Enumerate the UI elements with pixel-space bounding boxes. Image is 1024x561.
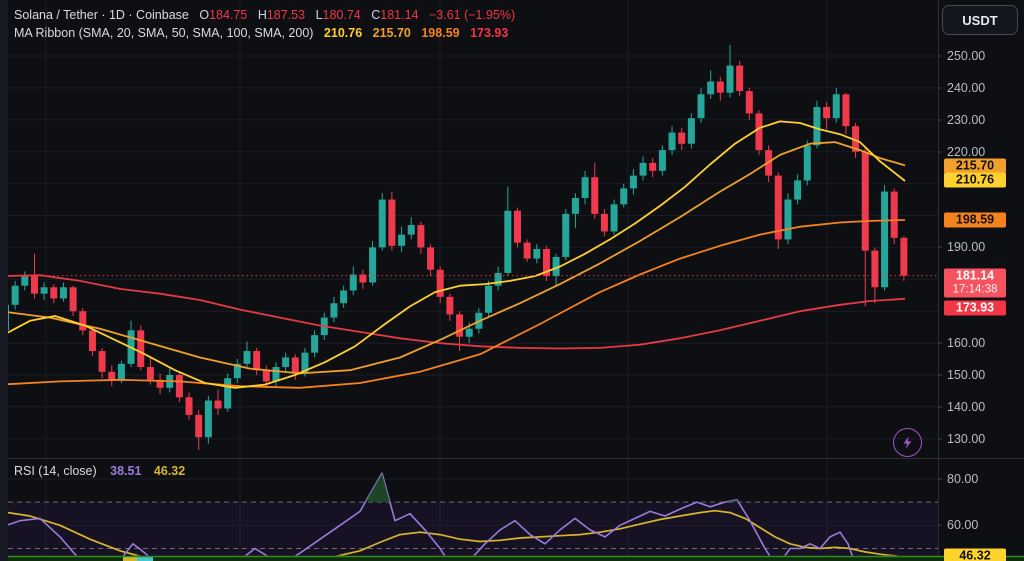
bottom-pane-strip <box>8 556 1024 561</box>
sma200-price-badge: 173.93 <box>944 300 1006 316</box>
rsi-axis-label: 80.00 <box>947 472 979 486</box>
symbol-legend-row[interactable]: Solana / Tether · 1D · Coinbase O184.75 … <box>14 6 515 24</box>
symbol-title[interactable]: Solana / Tether · 1D · Coinbase <box>14 8 189 22</box>
ma-ribbon-legend-row[interactable]: MA Ribbon (SMA, 20, SMA, 50, SMA, 100, S… <box>14 24 515 42</box>
sma20-line <box>8 120 906 389</box>
legend: Solana / Tether · 1D · Coinbase O184.75 … <box>14 6 515 42</box>
countdown-timer: 17:14:38 <box>952 283 998 296</box>
currency-toggle-button[interactable]: USDT <box>942 5 1018 35</box>
rsi-title[interactable]: RSI (14, close) <box>14 464 97 478</box>
sma100-value: 198.59 <box>421 26 460 40</box>
price-axis-label: 190.00 <box>947 240 986 254</box>
open-label: O <box>199 8 210 22</box>
sma100-line <box>8 219 906 389</box>
price-axis-label: 250.00 <box>947 49 986 63</box>
low-value: 180.74 <box>322 8 361 22</box>
low-label: L <box>315 8 323 22</box>
bottom-pane-strip <box>137 556 153 561</box>
price-axis-label: 150.00 <box>947 368 986 382</box>
rsi-value: 38.51 <box>110 464 142 478</box>
ma-ribbon-title[interactable]: MA Ribbon (SMA, 20, SMA, 50, SMA, 100, S… <box>14 26 314 40</box>
bottom-pane-strip <box>123 556 137 561</box>
left-rail <box>0 0 8 561</box>
lightning-icon <box>903 436 912 449</box>
open-value: 184.75 <box>209 8 248 22</box>
rsi-axis-label: 60.00 <box>947 518 979 532</box>
close-value: 181.14 <box>380 8 419 22</box>
sma50-line <box>8 141 906 375</box>
high-label: H <box>257 8 267 22</box>
high-value: 187.53 <box>266 8 306 22</box>
rsi-legend[interactable]: RSI (14, close) 38.51 46.32 <box>14 464 185 478</box>
change-value: −3.61 (−1.95%) <box>428 8 516 22</box>
rsi-ma-value: 46.32 <box>153 464 186 478</box>
close-label: C <box>371 8 381 22</box>
price-axis-label: 230.00 <box>947 113 986 127</box>
rsi-ma-badge: 46.32 <box>944 548 1006 561</box>
rsi-line <box>8 472 854 556</box>
price-axis[interactable]: 250.00 240.00 230.00 220.00 190.00 160.00 150.… <box>939 0 1024 561</box>
price-axis-label: 130.00 <box>947 432 986 446</box>
last-price-badge: 181.14 17:14:38 <box>944 268 1006 298</box>
sma200-line <box>8 274 906 350</box>
price-axis-label: 160.00 <box>947 336 986 350</box>
flash-button[interactable] <box>893 428 922 457</box>
sma100-price-badge: 198.59 <box>944 212 1006 228</box>
sma50-value: 215.70 <box>372 26 411 40</box>
price-axis-label: 140.00 <box>947 400 986 414</box>
sma20-value: 210.76 <box>323 26 363 40</box>
sma20-price-badge: 210.76 <box>944 172 1006 188</box>
sma200-value: 173.93 <box>470 26 509 40</box>
sma50-price-badge: 215.70 <box>944 158 1006 174</box>
price-axis-label: 240.00 <box>947 81 986 95</box>
price-axis-label: 220.00 <box>947 145 986 159</box>
